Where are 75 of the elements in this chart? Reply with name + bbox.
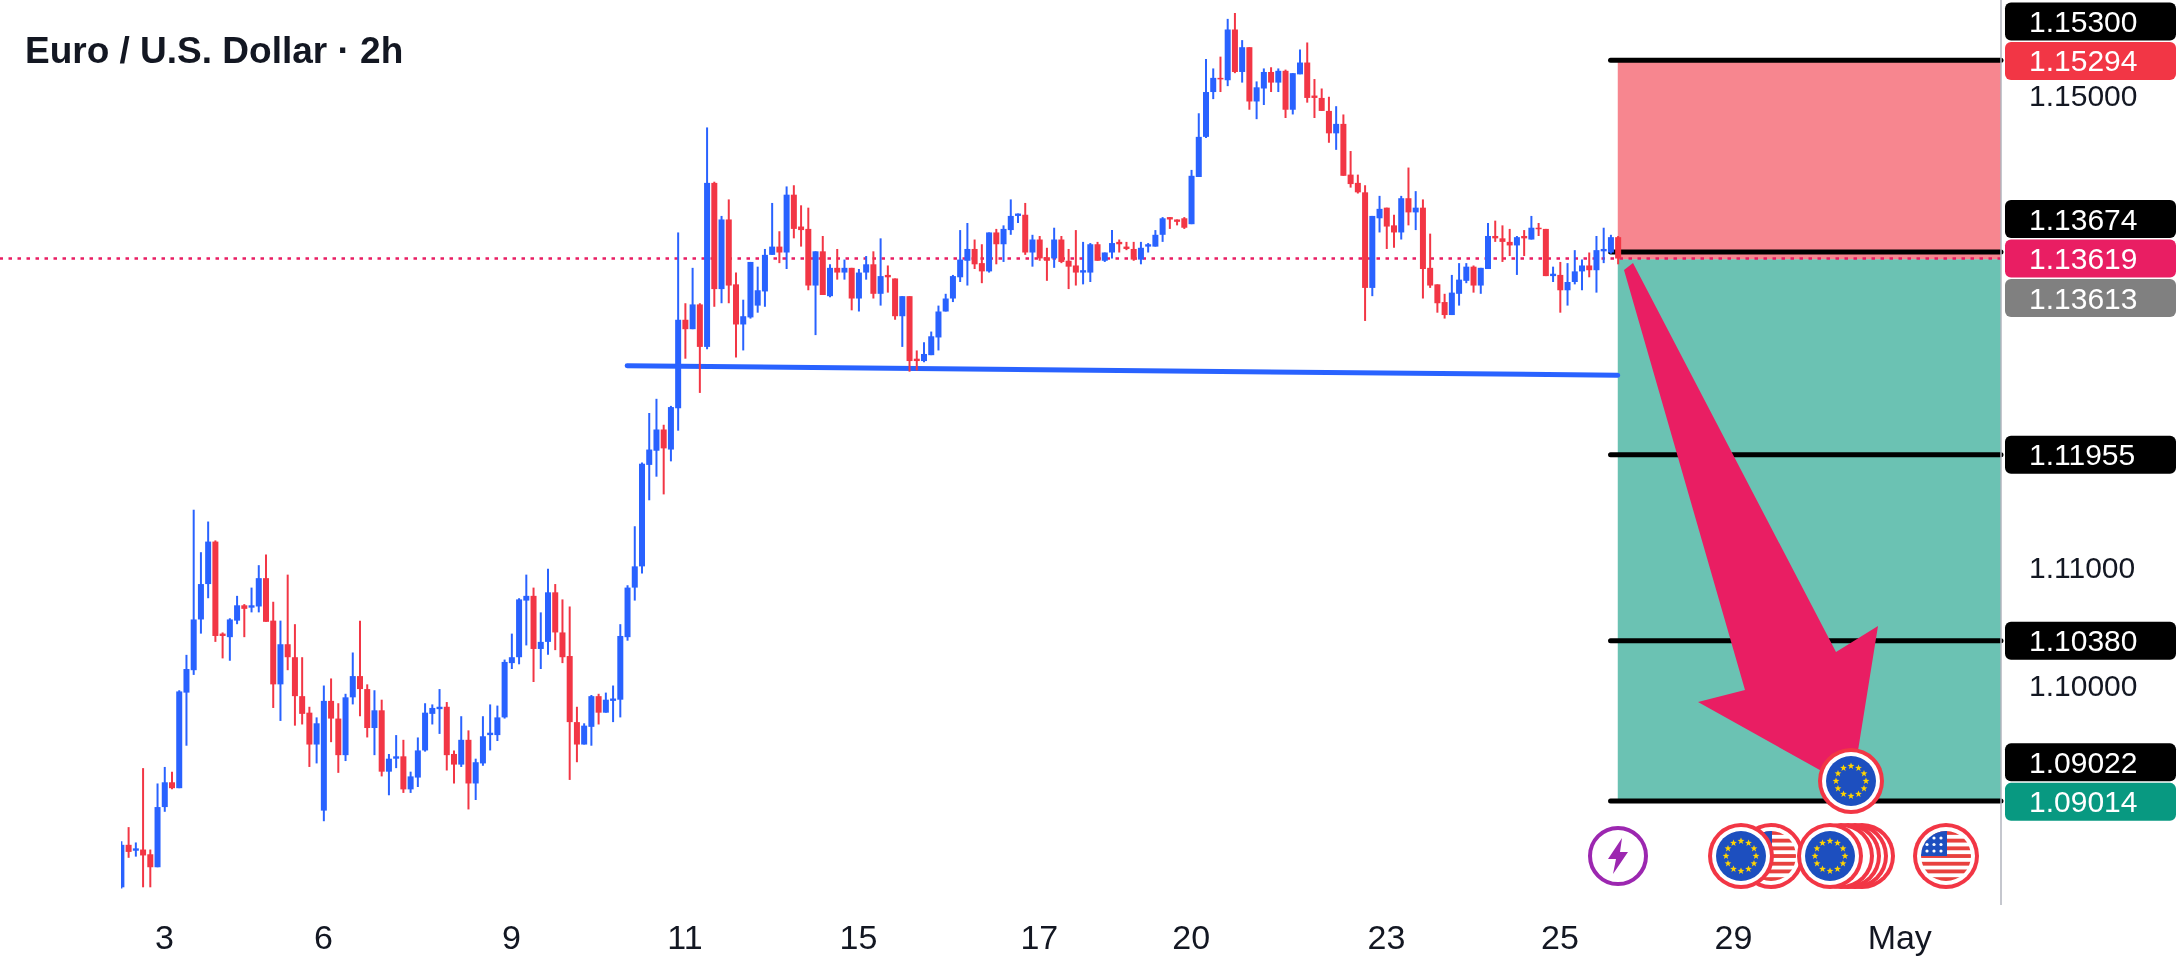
candlestick: [834, 247, 841, 281]
candlestick: [1268, 66, 1275, 94]
candlestick: [1513, 234, 1520, 276]
candlestick: [385, 752, 392, 797]
candlestick: [1130, 240, 1137, 262]
candlestick: [393, 734, 400, 770]
x-tick-label: 9: [502, 918, 521, 956]
candlestick: [1029, 233, 1036, 268]
y-tick-label: 1.11000: [2029, 551, 2136, 585]
candlestick: [284, 573, 291, 672]
candlestick: [776, 230, 783, 265]
candlestick: [573, 705, 580, 764]
candlestick: [349, 651, 356, 706]
candlestick: [1557, 260, 1564, 314]
candlestick: [1586, 251, 1593, 279]
candlestick: [1159, 216, 1166, 243]
candlestick: [1499, 224, 1506, 263]
candlestick: [1058, 234, 1065, 265]
candlestick: [1571, 249, 1578, 286]
candlestick: [1528, 214, 1535, 241]
ref-line-label: 1.15300: [2029, 4, 2138, 38]
candlestick: [1579, 258, 1585, 292]
candlestick: [328, 677, 335, 744]
ref-line-label: 1.13619: [2029, 242, 2138, 276]
x-tick-label: 23: [1367, 918, 1406, 956]
candlestick: [660, 423, 667, 496]
candlestick: [1564, 262, 1571, 307]
candlestick: [595, 692, 602, 726]
candlestick: [537, 611, 544, 671]
candlestick: [769, 201, 776, 256]
candlestick: [1094, 240, 1101, 262]
x-tick-label: 29: [1714, 918, 1753, 956]
candlestick: [631, 525, 638, 602]
candlestick: [1470, 264, 1477, 294]
candlestick: [1275, 67, 1282, 94]
candlestick: [241, 603, 248, 639]
candlestick: [1051, 226, 1058, 269]
candlestick: [877, 237, 884, 307]
text: Euro / U.S. Dollar · 2h: [25, 29, 404, 71]
candlestick: [1333, 105, 1340, 151]
text: 1.13613: [2029, 281, 2138, 315]
candlestick: [371, 689, 378, 757]
x-tick-label: 20: [1172, 918, 1211, 956]
candlestick: [899, 295, 906, 348]
x-tick-label: 11: [667, 918, 703, 956]
x-tick-label: 25: [1541, 918, 1579, 956]
band-label: 1.09014: [2029, 785, 2138, 819]
x-tick-label: 6: [314, 918, 333, 956]
candlestick: [1405, 166, 1412, 227]
candlestick: [1137, 240, 1144, 266]
candlestick: [1210, 67, 1217, 101]
ref-line-label: 1.10380: [2029, 624, 2138, 658]
candlestick: [357, 619, 363, 718]
candlestick: [1593, 234, 1600, 294]
candlestick: [1441, 292, 1448, 320]
candlestick: [1109, 229, 1115, 260]
band-label: 1.15294: [2029, 44, 2138, 78]
ref-line-label: 1.11955: [2029, 438, 2136, 472]
candlestick: [1325, 95, 1332, 144]
candlestick: [125, 826, 132, 859]
candlestick: [993, 227, 1000, 266]
x-tick-label: 15: [839, 918, 878, 956]
candlestick: [682, 302, 689, 360]
ref-line-label: 1.09022: [2029, 745, 2138, 779]
x-tick-label: May: [1867, 918, 1932, 956]
y-tick-label: 1.10000: [2029, 669, 2138, 703]
candlestick: [1376, 194, 1383, 234]
x-tick-label: 17: [1020, 918, 1059, 956]
candlestick: [841, 258, 848, 281]
candlestick: [1615, 234, 1622, 266]
y-tick-label: 1.15000: [2029, 79, 2138, 113]
candlestick: [863, 255, 870, 281]
x-tick-label: 3: [154, 918, 174, 956]
candlestick: [1318, 87, 1325, 112]
ref-line-label: 1.13674: [2029, 202, 2138, 236]
